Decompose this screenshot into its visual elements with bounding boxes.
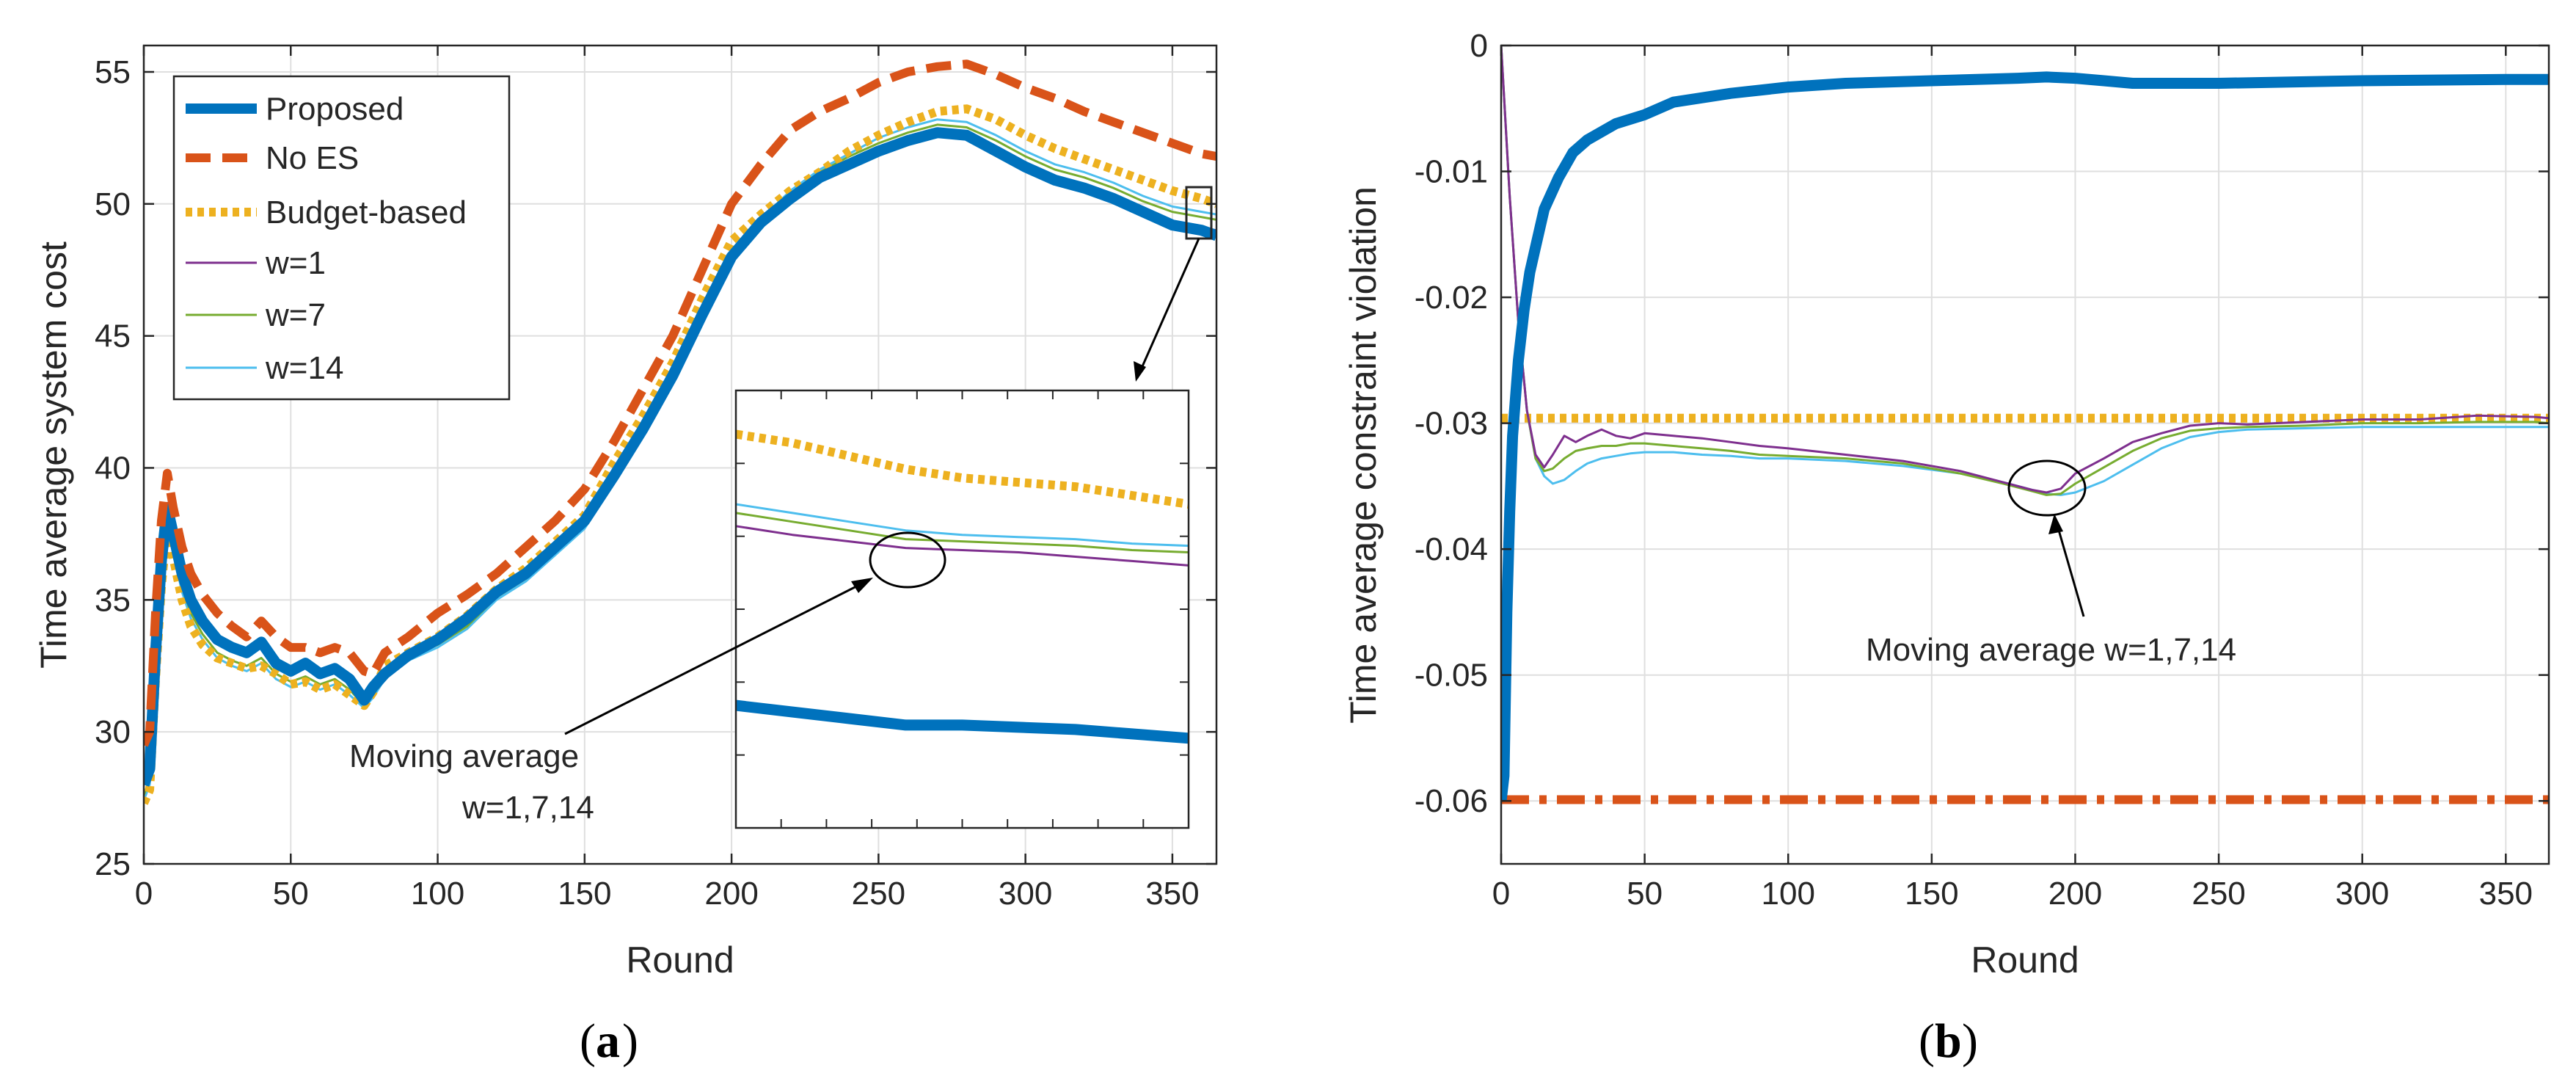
panel-b-ytick-label: -0.02 [1415, 280, 1488, 316]
panel-a-ytick-label: 50 [95, 186, 131, 222]
annotation-arrow-line-b [2055, 522, 2085, 617]
panel-a-ytick-label: 40 [95, 450, 131, 486]
inset-series [735, 429, 1189, 744]
panel-b-caption-open: ( [1919, 1014, 1935, 1068]
panel-b-caption-close: ) [1962, 1014, 1978, 1068]
annotation-arrow-line-a [564, 582, 863, 735]
panel-a-caption-letter: a [596, 1014, 620, 1068]
annotation-text-a-line2: w=1,7,14 [461, 790, 594, 826]
zoom-arrow-line [1136, 238, 1200, 379]
panel-a-xtick-label: 50 [273, 876, 309, 912]
inset-series-line-proposed [735, 699, 1189, 744]
panel-a-ticks: 0 50 100 150 200 250 300 350 25 30 35 40 45 50 55 [95, 46, 1216, 912]
legend-label-budget-based: Budget-based [266, 195, 467, 230]
panel-b-caption-letter: b [1935, 1014, 1962, 1068]
panel-b-series [1501, 46, 2549, 804]
panel-a-caption-open: ( [580, 1014, 596, 1068]
panel-a-xtick-label: 250 [852, 876, 905, 912]
panel-b-xtick-label: 150 [1905, 876, 1958, 912]
panel-b-ticks: 0 50 100 150 200 250 300 350 0 -0.01 -0.02 -0.03 -0.… [1415, 28, 2549, 912]
panel-a-ytick-label: 35 [95, 582, 131, 618]
panel-b-highlight-ellipse [2007, 459, 2087, 517]
panel-b-ytick-label: -0.05 [1415, 658, 1488, 694]
panel-a-xtick-label: 0 [135, 876, 153, 912]
panel-b-ytick-label: -0.03 [1415, 406, 1488, 442]
series-line-w-14-panel-a [144, 118, 1216, 801]
legend-label-w1: w=1 [265, 245, 326, 281]
panel-b-xtick-label: 350 [2479, 876, 2533, 912]
panel-a-ytick-label: 45 [95, 319, 131, 355]
inset-series-line-w-7 [735, 512, 1189, 553]
legend-label-no-es: No ES [266, 140, 359, 176]
panel-a-xtick-label: 100 [411, 876, 464, 912]
panel-b-xtick-label: 300 [2335, 876, 2389, 912]
panel-a-caption-close: ) [622, 1014, 638, 1068]
annotation-text-a-line1: Moving average [349, 738, 579, 774]
annotation-text-b: Moving average w=1,7,14 [1866, 632, 2236, 668]
panel-b-ytick-label: 0 [1470, 28, 1488, 64]
panel-b-xtick-label: 0 [1492, 876, 1510, 912]
panel-a-ytick-label: 30 [95, 714, 131, 750]
panel-b-xtick-label: 100 [1762, 876, 1815, 912]
inset-ticks [736, 390, 1189, 828]
panel-b-xtick-label: 250 [2192, 876, 2245, 912]
series-line-w-14-panel-b [1501, 46, 2549, 496]
inset-axes-box [734, 389, 1190, 829]
panel-b-xtick-label: 200 [2048, 876, 2102, 912]
series-line-no-es-panel-a [144, 59, 1216, 747]
inset-background [736, 390, 1189, 828]
panel-b-axes-box [1500, 44, 2550, 865]
panel-a-xtick-label: 350 [1145, 876, 1199, 912]
legend-label-w14: w=14 [265, 350, 343, 386]
legend-label-proposed: Proposed [266, 91, 404, 127]
panel-a-legend: Proposed No ES Budget-based w=1 w=7 w=14 [172, 75, 511, 401]
inset-series-line-budget-based [735, 429, 1189, 509]
annotation-arrow-head-a [851, 578, 873, 593]
inset-series-line-w-1 [735, 525, 1189, 567]
panel-a-ylabel: Time average system cost [33, 241, 74, 669]
legend-label-w7: w=7 [265, 297, 326, 333]
panel-b-ytick-label: -0.01 [1415, 154, 1488, 190]
panel-a-xtick-label: 150 [558, 876, 611, 912]
panel-a-axes-box [142, 44, 1218, 865]
annotation-arrow-head-b [2048, 514, 2063, 534]
panel-a: 0 50 100 150 200 250 300 350 25 30 35 40 45 50 55 Roun… [33, 44, 1218, 1068]
panel-a-xtick-label: 200 [704, 876, 758, 912]
panel-b-ylabel: Time average constraint violation [1343, 186, 1384, 724]
series-line-w-1-panel-b [1501, 46, 2549, 494]
panel-b-xtick-label: 50 [1627, 876, 1663, 912]
panel-a-xlabel: Round [626, 939, 734, 981]
panel-b: 0 50 100 150 200 250 300 350 0 -0.01 -0.02 -0.03 -0.… [1343, 28, 2550, 1068]
inset-series-line-w-14 [735, 503, 1189, 548]
inset-plot [734, 389, 1190, 829]
panel-a-series [144, 59, 1216, 805]
panel-a-ytick-label: 55 [95, 54, 131, 90]
series-line-w-7-panel-b [1501, 46, 2549, 496]
inset-highlight-ellipse [869, 531, 946, 589]
series-line-proposed-panel-b [1501, 71, 2549, 802]
panel-b-ytick-label: -0.06 [1415, 783, 1488, 819]
panel-a-ytick-label: 25 [95, 846, 131, 882]
panel-b-ytick-label: -0.04 [1415, 531, 1488, 567]
series-line-proposed-panel-a [144, 127, 1216, 787]
zoom-arrow-head [1134, 361, 1146, 382]
legend-box [172, 75, 511, 401]
panel-a-xtick-label: 300 [999, 876, 1052, 912]
panel-b-xlabel: Round [1971, 939, 2079, 981]
